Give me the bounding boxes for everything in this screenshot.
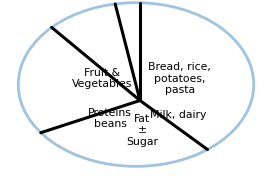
Text: Milk, dairy: Milk, dairy bbox=[150, 110, 206, 120]
Text: Proteins
beans: Proteins beans bbox=[88, 108, 132, 129]
Text: Fruit &
Vegetables: Fruit & Vegetables bbox=[72, 68, 132, 89]
Text: Bread, rice,
potatoes,
pasta: Bread, rice, potatoes, pasta bbox=[149, 62, 211, 95]
Text: Fat
±
Sugar: Fat ± Sugar bbox=[126, 114, 158, 147]
Ellipse shape bbox=[18, 3, 254, 166]
